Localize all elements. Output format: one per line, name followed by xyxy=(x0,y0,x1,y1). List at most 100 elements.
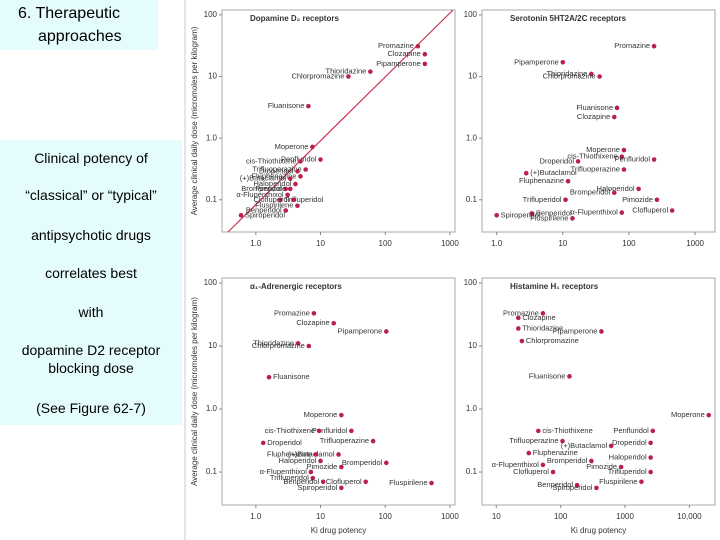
data-point xyxy=(303,167,308,172)
point-label: Trifluoperazine xyxy=(320,436,369,445)
data-point xyxy=(648,440,653,446)
data-point xyxy=(516,326,521,331)
x-tick-label: 100 xyxy=(379,239,393,248)
point-label: (+)Butaclamol xyxy=(240,174,287,183)
data-point xyxy=(574,482,580,488)
data-point xyxy=(310,475,316,481)
point-label: Droperidol xyxy=(259,166,294,175)
point-label: Pimozide xyxy=(622,195,653,204)
point-label: Promazine xyxy=(614,41,650,50)
y-tick-label: 0.1 xyxy=(466,467,478,476)
data-point xyxy=(370,438,376,444)
y-tick-label: 10 xyxy=(468,72,477,81)
point-label: Promazine xyxy=(378,41,414,50)
point-label: Benperidol xyxy=(537,480,573,489)
data-point xyxy=(363,479,369,485)
data-point xyxy=(519,338,525,344)
x-tick-label: 1000 xyxy=(686,239,704,248)
data-point xyxy=(550,469,556,475)
data-point xyxy=(422,61,428,67)
point-label: Clozapine xyxy=(522,313,555,322)
point-label: Thioridazine xyxy=(326,67,367,76)
plot-frame xyxy=(221,277,456,506)
point-label: Pipamperone xyxy=(514,57,559,66)
data-point xyxy=(318,157,323,162)
data-point xyxy=(422,51,428,57)
body-line: (See Figure 62-7) xyxy=(36,400,146,416)
point-label: Chlorpromazine xyxy=(291,71,344,80)
data-point xyxy=(567,374,572,379)
data-point xyxy=(619,210,625,215)
point-label: Fluanisone xyxy=(576,103,613,112)
point-label: Haloperidol xyxy=(609,453,647,462)
point-label: Moperone xyxy=(671,410,705,419)
y-tick-label: 100 xyxy=(204,10,218,19)
x-tick-label: 100 xyxy=(622,239,636,248)
data-point xyxy=(311,311,317,316)
plot-frame xyxy=(481,277,716,506)
data-point xyxy=(575,159,581,164)
data-point xyxy=(313,452,319,457)
data-point xyxy=(331,320,337,326)
point-label: (+)Butaclamol xyxy=(288,449,335,458)
data-point xyxy=(529,211,535,216)
x-tick-label: 10 xyxy=(316,239,325,248)
point-label: Clozapine xyxy=(296,318,329,327)
point-label: Spiroperidol xyxy=(245,210,285,219)
point-label: Trifluoperazine xyxy=(571,164,620,173)
data-point xyxy=(560,60,566,65)
point-label: Moperone xyxy=(304,410,338,419)
data-point xyxy=(316,428,322,434)
point-label: cis-Thiothixene xyxy=(542,426,592,435)
x-tick-label: 1.0 xyxy=(491,239,503,248)
point-label: Fluspirilene xyxy=(530,213,568,222)
data-point xyxy=(636,186,641,192)
panel-title: Histamine H₁ receptors xyxy=(510,282,599,291)
point-label: Trifluperidol xyxy=(270,473,309,482)
point-label: Clofluperol xyxy=(632,205,668,214)
data-point xyxy=(295,341,301,346)
data-point xyxy=(516,315,521,321)
data-point xyxy=(589,71,594,77)
x-tick-label: 1.0 xyxy=(250,239,262,248)
data-point xyxy=(639,479,644,485)
point-label: Fluanisone xyxy=(273,372,310,381)
point-label: Trifluoperazine xyxy=(252,164,301,173)
point-label: Trifluperidol xyxy=(284,195,323,204)
title-line: 6. Therapeutic xyxy=(18,5,120,22)
panel-title: Serotonin 5HT2A/2C receptors xyxy=(510,14,627,23)
y-tick-label: 10 xyxy=(208,72,217,81)
point-label: Spiroperidol xyxy=(297,483,337,492)
point-label: Droperidol xyxy=(267,438,302,447)
point-label: Bromperidol xyxy=(547,456,588,465)
point-label: Pipamperone xyxy=(338,326,383,335)
data-point xyxy=(669,208,675,213)
data-point xyxy=(650,428,656,434)
data-point xyxy=(295,203,300,209)
point-label: (+)Butaclamol xyxy=(530,168,577,177)
x-tick-label: 1000 xyxy=(441,512,459,521)
plot-frame xyxy=(481,9,716,233)
point-label: Clozapine xyxy=(387,49,420,58)
point-label: Moperone xyxy=(586,145,620,154)
data-point xyxy=(260,440,266,446)
point-label: Chlorpromazine xyxy=(543,71,596,80)
point-label: Benperidol xyxy=(283,477,319,486)
data-point xyxy=(608,443,614,449)
body-line: antipsychotic drugs xyxy=(31,227,151,243)
x-tick-label: 10 xyxy=(492,512,501,521)
point-label: Pimozide xyxy=(306,462,337,471)
point-label: Trifluperidol xyxy=(608,467,647,476)
point-label: Trifluperidol xyxy=(523,195,562,204)
x-tick-label: 1000 xyxy=(616,512,634,521)
point-label: Pipamperone xyxy=(376,59,421,68)
data-point xyxy=(599,329,604,334)
body-line: “classical” or “typical” xyxy=(25,187,157,203)
point-label: cis-Thiothixene xyxy=(567,152,617,161)
data-point xyxy=(540,462,546,468)
data-point xyxy=(540,311,546,316)
y-tick-label: 10 xyxy=(468,341,477,350)
title-line: approaches xyxy=(38,28,122,45)
